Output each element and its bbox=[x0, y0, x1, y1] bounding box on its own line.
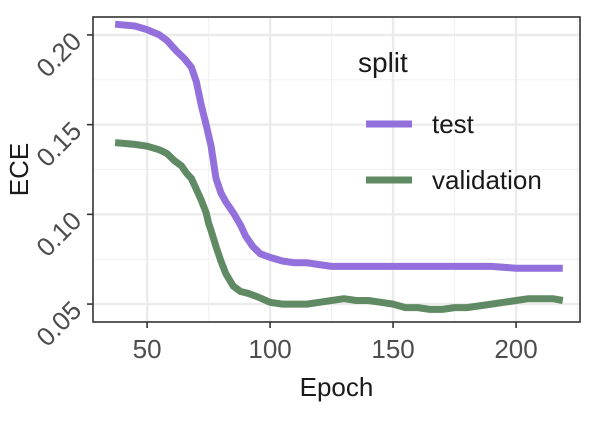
panel-border bbox=[92, 16, 581, 323]
x-tick-label: 100 bbox=[248, 334, 291, 364]
x-tick-label: 200 bbox=[494, 334, 537, 364]
legend-label-validation: validation bbox=[432, 165, 542, 195]
x-tick-label: 50 bbox=[133, 334, 162, 364]
series-line-validation bbox=[114, 139, 564, 313]
legend: split test validation bbox=[358, 47, 542, 195]
x-tick-label: 150 bbox=[371, 334, 414, 364]
legend-label-test: test bbox=[432, 109, 475, 139]
series-line-test bbox=[114, 20, 563, 272]
legend-title: split bbox=[358, 47, 408, 78]
y-axis-title: ECE bbox=[4, 143, 34, 196]
series-layer bbox=[114, 20, 564, 313]
x-axis-title: Epoch bbox=[300, 372, 374, 402]
x-axis-ticks: 50 100 150 200 bbox=[133, 322, 538, 364]
minor-grid bbox=[93, 17, 580, 322]
